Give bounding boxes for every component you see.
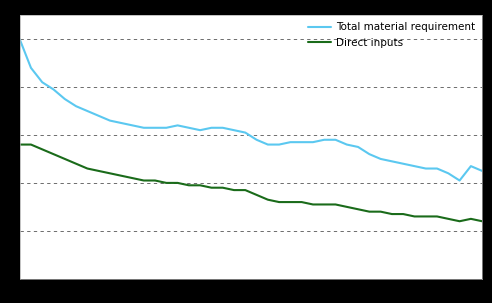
Total material requirement bbox=[310, 140, 316, 144]
Total material requirement bbox=[17, 37, 23, 41]
Total material requirement bbox=[389, 159, 395, 163]
Direct inputs bbox=[17, 143, 23, 146]
Total material requirement bbox=[243, 131, 248, 135]
Direct inputs bbox=[253, 193, 259, 197]
Total material requirement bbox=[253, 138, 259, 142]
Total material requirement bbox=[107, 119, 113, 122]
Direct inputs bbox=[85, 167, 91, 170]
Direct inputs bbox=[355, 208, 361, 211]
Total material requirement bbox=[209, 126, 215, 130]
Total material requirement bbox=[276, 143, 282, 146]
Line: Direct inputs: Direct inputs bbox=[20, 145, 482, 221]
Direct inputs bbox=[163, 181, 169, 185]
Total material requirement bbox=[287, 140, 293, 144]
Direct inputs bbox=[400, 212, 406, 216]
Direct inputs bbox=[265, 198, 271, 201]
Total material requirement bbox=[434, 167, 440, 170]
Direct inputs bbox=[344, 205, 350, 209]
Total material requirement bbox=[231, 128, 237, 132]
Total material requirement bbox=[400, 162, 406, 165]
Total material requirement bbox=[85, 109, 91, 113]
Direct inputs bbox=[423, 215, 429, 218]
Direct inputs bbox=[333, 203, 338, 206]
Total material requirement bbox=[468, 164, 474, 168]
Direct inputs bbox=[299, 200, 305, 204]
Direct inputs bbox=[310, 203, 316, 206]
Direct inputs bbox=[39, 148, 45, 151]
Direct inputs bbox=[95, 169, 101, 173]
Direct inputs bbox=[141, 179, 147, 182]
Total material requirement bbox=[129, 124, 135, 127]
Direct inputs bbox=[118, 174, 124, 178]
Direct inputs bbox=[276, 200, 282, 204]
Direct inputs bbox=[434, 215, 440, 218]
Total material requirement bbox=[445, 171, 451, 175]
Direct inputs bbox=[457, 219, 462, 223]
Direct inputs bbox=[28, 143, 34, 146]
Direct inputs bbox=[51, 152, 57, 156]
Total material requirement bbox=[333, 138, 338, 142]
Total material requirement bbox=[39, 80, 45, 84]
Total material requirement bbox=[355, 145, 361, 149]
Line: Total material requirement: Total material requirement bbox=[20, 39, 482, 181]
Direct inputs bbox=[411, 215, 417, 218]
Total material requirement bbox=[141, 126, 147, 130]
Total material requirement bbox=[118, 121, 124, 125]
Total material requirement bbox=[457, 179, 462, 182]
Direct inputs bbox=[367, 210, 372, 214]
Direct inputs bbox=[445, 217, 451, 221]
Total material requirement bbox=[62, 97, 68, 101]
Direct inputs bbox=[129, 176, 135, 180]
Direct inputs bbox=[186, 184, 192, 187]
Direct inputs bbox=[468, 217, 474, 221]
Direct inputs bbox=[231, 188, 237, 192]
Total material requirement bbox=[186, 126, 192, 130]
Direct inputs bbox=[209, 186, 215, 189]
Direct inputs bbox=[62, 157, 68, 161]
Direct inputs bbox=[389, 212, 395, 216]
Total material requirement bbox=[299, 140, 305, 144]
Total material requirement bbox=[265, 143, 271, 146]
Direct inputs bbox=[152, 179, 158, 182]
Total material requirement bbox=[152, 126, 158, 130]
Direct inputs bbox=[175, 181, 181, 185]
Total material requirement bbox=[344, 143, 350, 146]
Total material requirement bbox=[95, 114, 101, 118]
Direct inputs bbox=[107, 171, 113, 175]
Total material requirement bbox=[367, 152, 372, 156]
Direct inputs bbox=[243, 188, 248, 192]
Legend: Total material requirement, Direct inputs: Total material requirement, Direct input… bbox=[304, 18, 479, 52]
Direct inputs bbox=[73, 162, 79, 165]
Total material requirement bbox=[197, 128, 203, 132]
Total material requirement bbox=[423, 167, 429, 170]
Total material requirement bbox=[321, 138, 327, 142]
Total material requirement bbox=[51, 88, 57, 91]
Total material requirement bbox=[378, 157, 384, 161]
Total material requirement bbox=[163, 126, 169, 130]
Direct inputs bbox=[479, 219, 485, 223]
Direct inputs bbox=[378, 210, 384, 214]
Direct inputs bbox=[321, 203, 327, 206]
Total material requirement bbox=[175, 124, 181, 127]
Direct inputs bbox=[287, 200, 293, 204]
Total material requirement bbox=[73, 105, 79, 108]
Total material requirement bbox=[220, 126, 226, 130]
Direct inputs bbox=[220, 186, 226, 189]
Total material requirement bbox=[411, 164, 417, 168]
Total material requirement bbox=[479, 169, 485, 173]
Total material requirement bbox=[28, 66, 34, 70]
Direct inputs bbox=[197, 184, 203, 187]
